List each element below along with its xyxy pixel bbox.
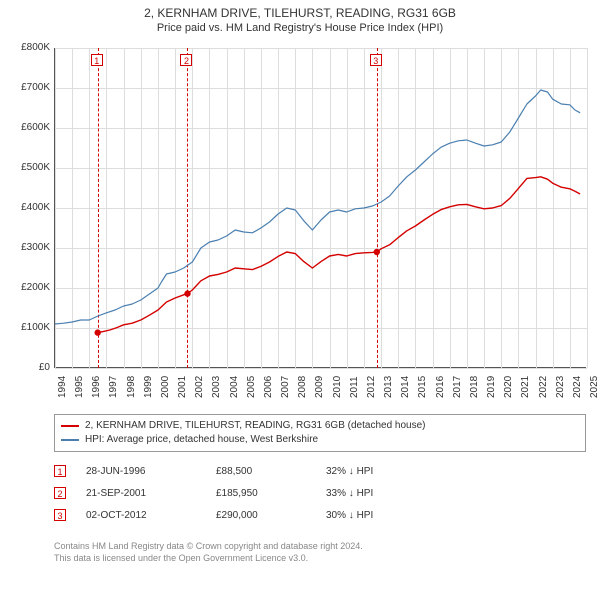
x-axis-label: 2013 (383, 376, 394, 398)
x-axis-label: 2007 (280, 376, 291, 398)
x-axis-label: 2015 (417, 376, 428, 398)
transaction-date: 21-SEP-2001 (86, 488, 216, 499)
x-axis-label: 1994 (57, 376, 68, 398)
y-axis-label: £700K (21, 82, 50, 93)
x-axis-label: 2025 (589, 376, 600, 398)
x-axis-label: 2018 (469, 376, 480, 398)
x-axis-label: 2017 (452, 376, 463, 398)
x-axis-label: 1995 (74, 376, 85, 398)
x-axis-label: 2020 (503, 376, 514, 398)
marker-box: 3 (370, 54, 382, 66)
x-axis-label: 2005 (246, 376, 257, 398)
series-svg (55, 48, 587, 368)
footnote: Contains HM Land Registry data © Crown c… (54, 540, 363, 564)
x-axis-label: 2023 (555, 376, 566, 398)
marker-point (184, 290, 190, 296)
gridline-v (587, 48, 588, 368)
x-axis-label: 2000 (160, 376, 171, 398)
transaction-price: £185,950 (216, 488, 326, 499)
marker-box: 1 (91, 54, 103, 66)
x-axis-label: 2006 (263, 376, 274, 398)
x-axis-label: 1996 (91, 376, 102, 398)
transaction-delta: 32% ↓ HPI (326, 466, 406, 477)
y-axis-label: £800K (21, 42, 50, 53)
x-axis-label: 2009 (314, 376, 325, 398)
legend-swatch (61, 425, 79, 427)
marker-point (95, 329, 101, 335)
x-axis-label: 2022 (538, 376, 549, 398)
y-axis-label: £500K (21, 162, 50, 173)
transaction-marker-box: 1 (54, 465, 66, 477)
x-axis-label: 2019 (486, 376, 497, 398)
x-axis-label: 2024 (572, 376, 583, 398)
transaction-date: 28-JUN-1996 (86, 466, 216, 477)
y-axis-label: £100K (21, 322, 50, 333)
y-axis-label: £200K (21, 282, 50, 293)
x-axis-label: 2011 (349, 376, 360, 398)
legend-label: HPI: Average price, detached house, West… (85, 433, 318, 447)
transaction-price: £88,500 (216, 466, 326, 477)
series-price-line (98, 177, 580, 333)
transaction-row: 3 02-OCT-2012£290,00030% ↓ HPI (54, 504, 406, 526)
chart-titles: 2, KERNHAM DRIVE, TILEHURST, READING, RG… (0, 0, 600, 34)
x-axis-label: 2010 (332, 376, 343, 398)
x-axis-label: 2001 (177, 376, 188, 398)
series-hpi-line (55, 90, 580, 324)
y-axis-label: £600K (21, 122, 50, 133)
x-axis-label: 1999 (143, 376, 154, 398)
transaction-delta: 30% ↓ HPI (326, 510, 406, 521)
transaction-marker-box: 2 (54, 487, 66, 499)
chart-title: 2, KERNHAM DRIVE, TILEHURST, READING, RG… (0, 6, 600, 20)
x-axis-label: 2008 (297, 376, 308, 398)
transaction-row: 1 28-JUN-1996£88,50032% ↓ HPI (54, 460, 406, 482)
footnote-line2: This data is licensed under the Open Gov… (54, 552, 363, 564)
y-axis-label: £300K (21, 242, 50, 253)
x-axis-label: 1997 (108, 376, 119, 398)
x-axis-label: 2016 (435, 376, 446, 398)
x-axis-label: 2003 (211, 376, 222, 398)
marker-box: 2 (180, 54, 192, 66)
x-axis-label: 2002 (194, 376, 205, 398)
chart-legend: 2, KERNHAM DRIVE, TILEHURST, READING, RG… (54, 414, 586, 452)
legend-label: 2, KERNHAM DRIVE, TILEHURST, READING, RG… (85, 419, 426, 433)
transaction-row: 2 21-SEP-2001£185,95033% ↓ HPI (54, 482, 406, 504)
legend-row: 2, KERNHAM DRIVE, TILEHURST, READING, RG… (61, 419, 579, 433)
x-axis-label: 2004 (229, 376, 240, 398)
x-axis-label: 1998 (126, 376, 137, 398)
y-axis-label: £0 (39, 362, 50, 373)
marker-point (374, 249, 380, 255)
transaction-price: £290,000 (216, 510, 326, 521)
page: 2, KERNHAM DRIVE, TILEHURST, READING, RG… (0, 0, 600, 590)
transactions-table: 1 28-JUN-1996£88,50032% ↓ HPI 2 21-SEP-2001… (54, 460, 406, 526)
footnote-line1: Contains HM Land Registry data © Crown c… (54, 540, 363, 552)
chart-plot (54, 48, 586, 368)
x-axis-label: 2014 (400, 376, 411, 398)
x-axis-label: 2021 (520, 376, 531, 398)
transaction-date: 02-OCT-2012 (86, 510, 216, 521)
x-axis-label: 2012 (366, 376, 377, 398)
transaction-marker-box: 3 (54, 509, 66, 521)
gridline-h (55, 368, 587, 369)
legend-swatch (61, 439, 79, 441)
legend-row: HPI: Average price, detached house, West… (61, 433, 579, 447)
chart-subtitle: Price paid vs. HM Land Registry's House … (0, 22, 600, 34)
y-axis-label: £400K (21, 202, 50, 213)
transaction-delta: 33% ↓ HPI (326, 488, 406, 499)
